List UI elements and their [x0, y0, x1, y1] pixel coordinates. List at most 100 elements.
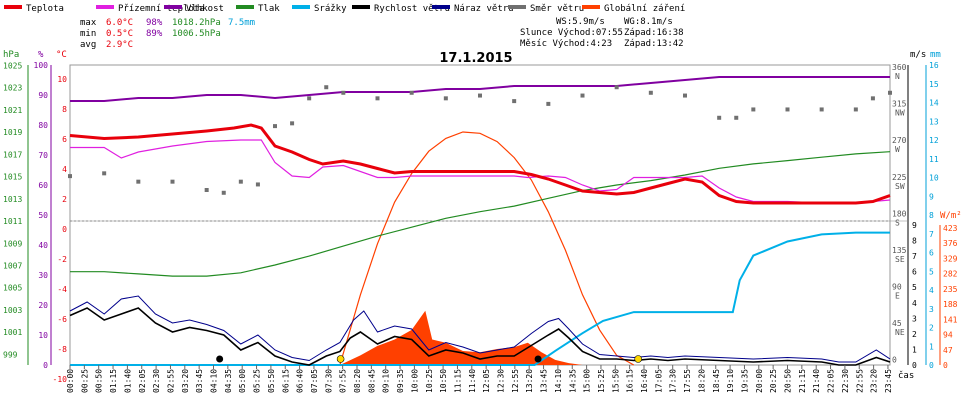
time-label: 18:45: [712, 369, 721, 393]
radiation-tick-label: 376: [943, 239, 958, 248]
humidity-tick-label: 40: [38, 241, 48, 250]
moonrise: Měsíc Východ:4:23: [520, 39, 612, 49]
sunrise-marker: [336, 355, 345, 363]
wind-direction-point: [614, 85, 619, 90]
pressure-tick-label: 1011: [3, 217, 22, 226]
humidity-tick-label: 10: [38, 331, 48, 340]
sunset-marker: [634, 355, 642, 363]
clear-sky-radiation-line: [339, 131, 635, 366]
stat-value: 98%: [146, 18, 163, 28]
time-label: 06:40: [296, 369, 305, 393]
time-label: 23:45: [884, 369, 893, 393]
temp-tick-label: -10: [53, 375, 68, 384]
wind-direction-point: [819, 107, 824, 112]
time-label: 05:50: [267, 369, 276, 393]
direction-tick-label: 270: [892, 136, 907, 145]
time-label: 11:40: [468, 369, 477, 393]
temp-tick-label: -8: [57, 345, 67, 354]
wind-direction-point: [204, 188, 209, 192]
rain-tick-label: 15: [929, 80, 939, 89]
wind-speed-summary: WS:5.9m/s: [556, 17, 605, 27]
stat-value: 7.5mm: [228, 18, 255, 28]
wind-tick-label: 3: [912, 314, 917, 323]
pressure-tick-label: 999: [3, 350, 18, 359]
time-label: 21:40: [812, 369, 821, 393]
rain-line: [70, 231, 890, 366]
radiation-tick-label: 0: [943, 361, 948, 370]
legend-swatch: [582, 5, 600, 9]
direction-tick-label: 180: [892, 209, 907, 218]
humidity-tick-label: 30: [38, 271, 48, 280]
humidity-tick-label: 50: [38, 211, 48, 220]
time-label: 00:50: [95, 369, 104, 393]
direction-tick-label: SW: [895, 182, 905, 191]
legend-swatch: [236, 5, 254, 9]
wind-direction-point: [170, 179, 175, 184]
rain-tick-label: 3: [929, 305, 934, 314]
time-label: 05:25: [253, 369, 262, 393]
moonset-marker: [534, 355, 542, 363]
time-label: 11:15: [453, 369, 462, 393]
stats-panel: max 6.0°C 98% 1018.2hPa 7.5mm min 0.5°C 89% 1006…: [80, 18, 255, 50]
humidity-tick-label: 60: [38, 181, 48, 190]
humidity-tick-label: 80: [38, 121, 48, 130]
pressure-tick-label: 1009: [3, 239, 22, 248]
wind-direction-point: [443, 96, 448, 101]
time-label: 10:50: [439, 369, 448, 393]
time-label: 19:10: [726, 369, 735, 393]
time-label: 01:15: [109, 369, 118, 393]
legend-swatch: [96, 5, 114, 9]
legend-label: Globální záření: [604, 4, 685, 14]
stat-value: min: [80, 29, 96, 39]
pressure-tick-label: 1019: [3, 128, 22, 137]
time-label: 04:10: [210, 369, 219, 393]
time-label: 19:35: [740, 369, 749, 393]
time-label: 07:30: [324, 369, 333, 393]
radiation-tick-label: 329: [943, 254, 958, 263]
moonset: Západ:13:42: [624, 39, 684, 49]
legend-label: Rychlost větru: [374, 4, 450, 14]
direction-tick-label: 90: [892, 283, 902, 292]
humidity-tick-label: 70: [38, 151, 48, 160]
legend-swatch: [164, 5, 182, 9]
wind-direction-point: [717, 115, 722, 120]
time-label: 00:25: [80, 369, 89, 393]
pressure-tick-label: 1003: [3, 306, 22, 315]
time-label: 09:10: [382, 369, 391, 393]
pressure-tick-label: 1005: [3, 284, 22, 293]
direction-tick-label: NE: [895, 328, 905, 337]
time-label: 20:00: [755, 369, 764, 393]
temp-tick-label: -6: [57, 315, 67, 324]
temp-tick-label: 4: [62, 165, 67, 174]
legend-swatch: [352, 5, 370, 9]
radiation-area: [70, 310, 890, 365]
wind-direction-point: [785, 107, 790, 112]
wind-direction-point: [734, 115, 739, 120]
time-label: 15:00: [583, 369, 592, 393]
legend-label: Směr větru: [530, 4, 584, 14]
rain-tick-label: 14: [929, 99, 939, 108]
wind-tick-label: 6: [912, 268, 917, 277]
stat-value: 2.9°C: [106, 40, 133, 50]
wind-axis-unit: m/s: [910, 50, 926, 60]
time-label: 06:15: [281, 369, 290, 393]
direction-tick-label: 135: [892, 246, 907, 255]
wind-direction-point: [478, 93, 482, 98]
humidity-tick-label: 100: [34, 61, 49, 70]
wind-tick-label: 2: [912, 330, 917, 339]
pressure-axis-unit: hPa: [3, 50, 19, 60]
rain-tick-label: 12: [929, 136, 939, 145]
rain-tick-label: 11: [929, 155, 939, 164]
pressure-tick-label: 1023: [3, 84, 22, 93]
wind-direction-point: [580, 93, 585, 98]
time-label: 03:45: [195, 369, 204, 393]
wind-tick-label: 7: [912, 252, 917, 261]
direction-tick-label: 315: [892, 100, 907, 109]
wind-direction-point: [375, 96, 380, 101]
direction-tick-label: E: [895, 292, 900, 301]
plot-area: [68, 76, 892, 366]
direction-tick-label: NW: [895, 109, 905, 118]
time-label: 22:55: [855, 369, 864, 393]
pressure-tick-label: 1007: [3, 262, 22, 271]
